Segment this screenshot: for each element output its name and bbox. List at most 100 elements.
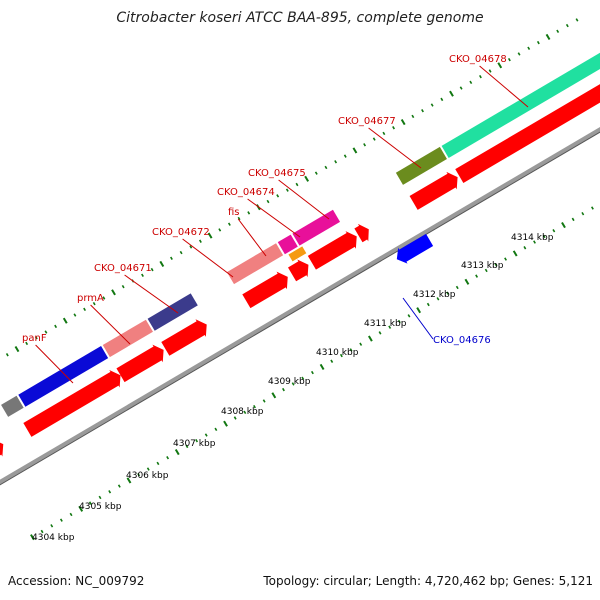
upper-scale-tick (556, 29, 560, 33)
forward-cds-arrow[interactable] (354, 223, 369, 243)
lower-scale-tick (464, 278, 470, 285)
upper-scale-tick (102, 296, 106, 300)
gene-label-prma[interactable]: prmA (77, 293, 104, 304)
upper-scale-tick (62, 317, 68, 324)
forward-cds-arrow[interactable] (0, 439, 4, 477)
lower-scale-tick (523, 246, 527, 250)
lower-scale-tick (88, 501, 92, 505)
lower-scale-tick (571, 217, 575, 222)
label-leader-line (479, 65, 529, 108)
lower-scale-tick (282, 387, 285, 392)
gene-label-panf[interactable]: panF (22, 333, 47, 344)
lower-scale-tick (397, 319, 401, 324)
forward-cds-arrow[interactable] (242, 271, 288, 309)
rna-marker[interactable] (288, 246, 307, 262)
gene-box[interactable] (102, 319, 153, 358)
forward-cds-arrow[interactable] (116, 344, 164, 383)
upper-scale-tick (141, 273, 144, 277)
lower-scale-tick (484, 268, 488, 273)
gene-label-cko-04674[interactable]: CKO_04674 (217, 187, 275, 198)
lower-scale-tick (214, 427, 218, 432)
upper-scale-tick (92, 301, 96, 306)
lower-scale-tick (310, 370, 314, 375)
scale-label: 4309 kbp (268, 377, 311, 387)
gene-label-fis[interactable]: fis (228, 207, 240, 218)
map-title: Citrobacter koseri ATCC BAA-895, complet… (116, 10, 483, 26)
gene-box[interactable] (277, 234, 298, 255)
upper-scale-tick (207, 232, 213, 239)
upper-scale-tick (478, 74, 482, 79)
gene-box[interactable] (226, 243, 284, 285)
lower-scale-tick (301, 376, 305, 380)
upper-scale-tick (189, 245, 193, 249)
upper-scale-tick (507, 57, 511, 62)
lower-scale-tick (378, 331, 382, 335)
upper-scale-tick (237, 216, 241, 221)
upper-scale-tick (497, 62, 503, 69)
gene-box[interactable] (18, 346, 109, 407)
forward-cds-arrow[interactable] (288, 259, 309, 282)
lower-scale-tick (446, 291, 450, 295)
forward-cds-arrow[interactable] (455, 75, 600, 183)
scale-label: 4306 kbp (126, 471, 169, 481)
topology-label: Topology: circular; Length: 4,720,462 bp… (262, 574, 593, 588)
gene-box[interactable] (292, 209, 341, 246)
upper-scale-tick (150, 267, 154, 272)
gene-box[interactable] (395, 146, 447, 185)
gene-box[interactable] (1, 395, 24, 417)
upper-scale-tick (536, 40, 540, 45)
scale-label: 4312 kbp (413, 290, 456, 300)
label-leader-line (182, 238, 234, 278)
gene-box[interactable] (441, 50, 600, 158)
reverse-cds-arrow[interactable] (396, 233, 434, 264)
label-leader-line (402, 297, 434, 340)
scale-label: 4304 kbp (32, 533, 75, 543)
upper-scale-tick (449, 90, 454, 97)
gene-label-cko-04671[interactable]: CKO_04671 (94, 263, 152, 274)
gene-label-cko-04676[interactable]: CKO_04676 (433, 335, 491, 346)
upper-scale-tick (227, 222, 231, 226)
upper-scale-tick (430, 103, 434, 107)
lower-scale-tick (416, 307, 422, 314)
forward-cds-arrow[interactable] (307, 231, 357, 270)
scale-label: 4313 kbp (461, 261, 504, 271)
lower-scale-tick (59, 518, 63, 522)
upper-scale-tick (276, 194, 280, 198)
lower-scale-tick (195, 439, 199, 443)
label-leader-line (237, 218, 267, 257)
upper-scale-tick (459, 86, 463, 90)
lower-scale-tick (367, 335, 373, 342)
forward-cds-arrow[interactable] (409, 171, 458, 210)
lower-scale-tick (223, 420, 228, 427)
gene-label-cko-04677[interactable]: CKO_04677 (338, 116, 396, 127)
gene-label-cko-04675[interactable]: CKO_04675 (248, 168, 306, 179)
upper-scale-tick (575, 18, 579, 22)
gene-label-cko-04672[interactable]: CKO_04672 (152, 227, 210, 238)
upper-scale-tick (295, 182, 299, 187)
label-leader-line (90, 304, 131, 345)
lower-scale-tick (204, 433, 208, 437)
lower-scale-tick (494, 263, 498, 267)
upper-scale-tick (517, 52, 521, 56)
scale-label: 4305 kbp (79, 502, 122, 512)
upper-scale-tick (247, 211, 251, 215)
upper-scale-tick (334, 160, 338, 164)
scale-label: 4307 kbp (173, 439, 216, 449)
label-leader-line (368, 127, 422, 169)
upper-scale-tick (372, 137, 376, 141)
gene-box[interactable] (147, 293, 198, 331)
forward-cds-arrow[interactable] (23, 369, 121, 437)
lower-scale-tick (512, 250, 518, 257)
lower-scale-tick (233, 416, 237, 420)
scale-label: 4310 kbp (316, 348, 359, 358)
lower-scale-tick (388, 325, 392, 329)
upper-scale-tick (25, 341, 29, 346)
upper-scale-tick (198, 239, 202, 243)
gene-label-cko-04678[interactable]: CKO_04678 (449, 54, 507, 65)
backbone-line (0, 127, 600, 485)
genome-track (0, 18, 600, 541)
forward-cds-arrow[interactable] (161, 319, 207, 356)
upper-scale-tick (352, 147, 358, 154)
lower-scale-tick (475, 274, 479, 278)
lower-scale-tick (98, 495, 102, 500)
